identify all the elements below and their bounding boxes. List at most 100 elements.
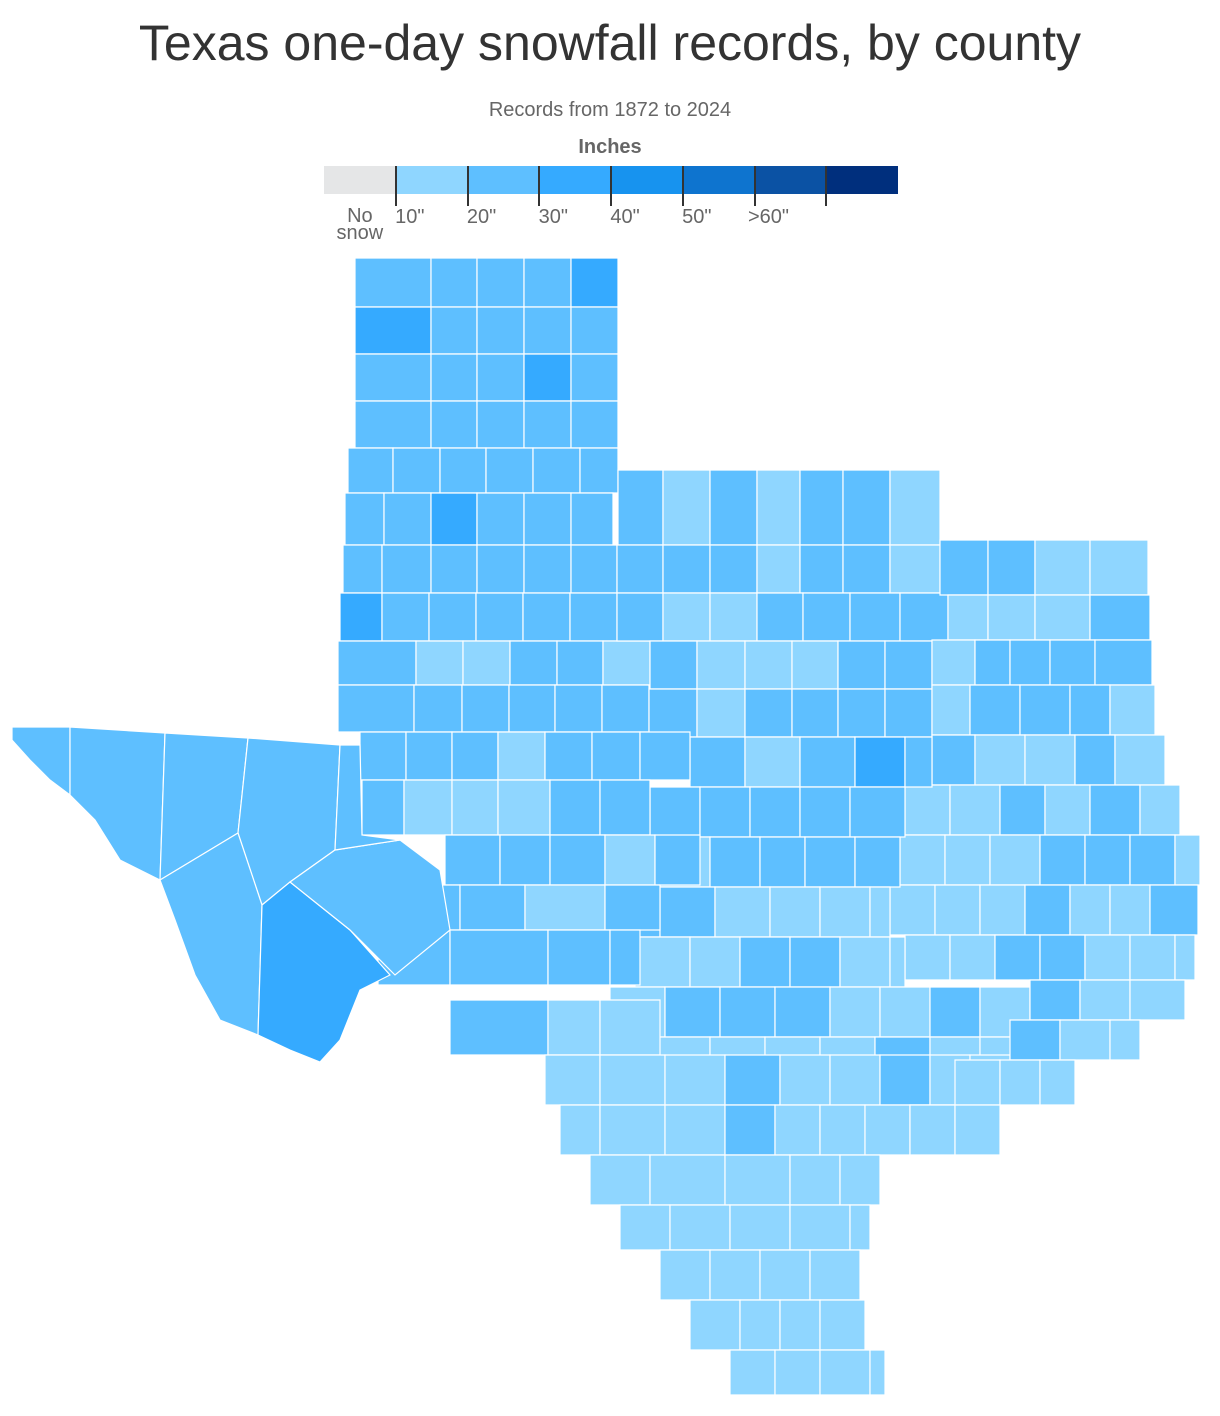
county: [570, 306, 619, 355]
county: [939, 539, 989, 596]
county: [724, 1154, 791, 1206]
county: [649, 786, 701, 838]
county: [799, 736, 856, 788]
county: [669, 1204, 731, 1251]
county: [929, 986, 981, 1038]
legend-label-6: >60": [747, 206, 790, 228]
county: [789, 1204, 851, 1251]
county: [791, 688, 839, 738]
county: [554, 684, 603, 733]
county: [809, 1249, 861, 1301]
county: [476, 306, 525, 355]
county: [444, 834, 501, 886]
county: [604, 884, 661, 931]
county: [1034, 594, 1091, 641]
legend-swatch-3: [539, 166, 611, 194]
county: [662, 592, 711, 642]
county: [791, 640, 839, 690]
county: [739, 1299, 781, 1351]
county-ward: [334, 744, 401, 851]
county: [1129, 834, 1176, 886]
county: [616, 592, 664, 642]
county: [544, 1054, 601, 1106]
county: [559, 1104, 601, 1156]
county: [756, 544, 801, 594]
county: [532, 447, 581, 494]
county: [837, 640, 886, 690]
county: [709, 836, 761, 888]
county: [999, 1059, 1041, 1106]
county: [476, 492, 525, 546]
county: [696, 640, 746, 690]
county: [829, 1054, 881, 1106]
county-presidio: [159, 832, 263, 1036]
county: [347, 447, 394, 494]
county: [415, 640, 464, 686]
county: [774, 1349, 821, 1396]
county: [1109, 1019, 1141, 1061]
county: [879, 1054, 931, 1106]
county: [430, 257, 478, 308]
county: [403, 779, 453, 836]
county: [609, 929, 641, 986]
legend-tick-1: [394, 166, 397, 206]
county: [931, 639, 976, 686]
county-hudspeth: [69, 726, 166, 881]
county: [709, 544, 758, 594]
county: [756, 469, 801, 546]
county: [724, 1104, 776, 1156]
county: [799, 786, 851, 838]
county: [547, 929, 611, 986]
county: [602, 640, 651, 686]
county: [381, 592, 430, 642]
county: [819, 1299, 866, 1351]
county: [729, 1349, 776, 1396]
county: [744, 688, 793, 738]
county: [904, 736, 933, 788]
legend-label-5: 50": [682, 206, 712, 228]
county: [839, 936, 891, 988]
county: [599, 999, 661, 1056]
legend-swatch-1: [395, 166, 468, 194]
county: [739, 936, 791, 988]
county: [849, 786, 906, 838]
legend-tick-3: [538, 166, 541, 206]
county: [337, 640, 417, 686]
legend-swatch-7: [826, 166, 898, 194]
county: [599, 1104, 666, 1156]
county: [497, 731, 546, 781]
legend-label-4: 40": [610, 206, 640, 228]
county: [1089, 784, 1141, 836]
chart-title: Texas one-day snowfall records, by count…: [138, 15, 1082, 71]
texas-county-map: [11, 257, 1201, 1396]
county: [904, 934, 951, 981]
county: [884, 688, 933, 738]
county: [789, 936, 841, 988]
county: [769, 886, 821, 938]
county: [1069, 684, 1111, 736]
county: [662, 469, 711, 546]
county: [1069, 884, 1111, 936]
county: [664, 986, 721, 1038]
county: [1094, 639, 1153, 686]
county: [849, 592, 901, 642]
county: [570, 257, 619, 308]
county: [485, 447, 534, 494]
county: [714, 886, 771, 938]
legend-label-0: No snow: [336, 205, 384, 244]
county: [864, 1104, 911, 1156]
county: [979, 884, 1026, 936]
county: [1089, 594, 1151, 641]
county: [869, 886, 891, 938]
county: [344, 492, 385, 546]
county: [849, 1204, 871, 1251]
county: [839, 1154, 881, 1206]
county: [709, 592, 758, 642]
county: [1149, 884, 1199, 936]
county: [476, 400, 525, 449]
legend-swatch-2: [467, 166, 540, 194]
county: [854, 836, 901, 888]
county: [944, 834, 991, 886]
county: [648, 688, 698, 738]
county: [662, 544, 711, 594]
